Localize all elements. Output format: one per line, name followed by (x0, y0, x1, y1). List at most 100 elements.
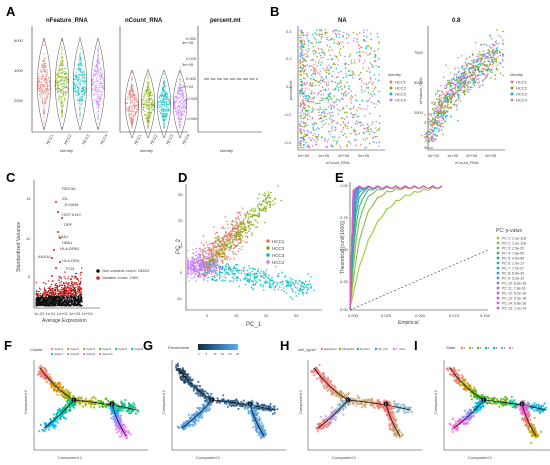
violin-point (64, 97, 66, 99)
scatter-point (487, 60, 490, 62)
violin-point (129, 116, 131, 118)
violin-point (179, 72, 181, 74)
scatter-point (307, 34, 309, 36)
scatter-point (350, 62, 353, 64)
violin-point (147, 75, 149, 77)
violin-point (147, 93, 149, 95)
scatter-point (378, 129, 380, 131)
scatter-point (450, 72, 452, 74)
violin-point (128, 90, 130, 92)
scatter-point (339, 146, 342, 149)
violin-point (85, 90, 87, 92)
violin-point (65, 86, 67, 89)
violin-point (100, 74, 102, 76)
violin-point (82, 84, 84, 86)
violin-point (84, 77, 86, 79)
scatter-point (367, 99, 370, 102)
nonvariable-gene-point (54, 300, 56, 303)
violin-point (150, 106, 152, 108)
variable-gene-point (77, 292, 80, 294)
scatter-point (353, 138, 356, 141)
scatter-point (440, 129, 443, 131)
violin-point (134, 112, 136, 115)
scatter-point (429, 133, 432, 135)
violin-point (135, 98, 137, 100)
scatter-point (316, 136, 318, 139)
violin-point (75, 82, 77, 84)
scatter-point (454, 67, 456, 70)
scatter-point (301, 108, 304, 110)
violin-point (63, 86, 65, 88)
scatter-point (430, 115, 433, 117)
violin-point (40, 91, 43, 93)
scatter-point (350, 90, 353, 92)
violin-point (148, 98, 150, 100)
violin-point (41, 65, 43, 67)
violin-point (61, 62, 63, 64)
violin-point (130, 103, 132, 105)
scatter-point (444, 107, 447, 109)
scatter-point (373, 50, 376, 52)
scatter-point (314, 72, 317, 74)
scatter-point (369, 112, 371, 115)
violin-point (63, 63, 65, 65)
violin-point (175, 113, 178, 115)
violin-point (97, 96, 99, 98)
violin-point (83, 86, 85, 88)
scatter-point (432, 117, 434, 119)
scatter-point (373, 102, 375, 105)
scatter-point (486, 55, 488, 58)
violin-point (81, 89, 83, 92)
scatter-point (302, 67, 304, 70)
scatter-point (475, 65, 478, 68)
violin1-ytick: 2000 (14, 98, 24, 103)
scatter-point (342, 126, 345, 128)
violin-point (162, 107, 164, 109)
violin-point (130, 99, 132, 101)
violin-point (143, 103, 145, 105)
violin-point (181, 113, 183, 116)
violin-point (100, 67, 102, 69)
violin-point (168, 98, 171, 100)
violin-point (133, 92, 135, 94)
violin-point (61, 114, 63, 116)
scatter-point (340, 93, 343, 95)
scatter-point (463, 87, 466, 89)
scatter-point (349, 53, 352, 56)
scatter-point (458, 77, 460, 79)
scatter-point (488, 53, 491, 56)
scatter-point (475, 61, 478, 63)
variable-gene-point (61, 291, 63, 293)
violin-point (147, 73, 149, 76)
scatter-point (368, 125, 370, 127)
scatter-point (464, 62, 467, 64)
violin-point (76, 89, 78, 91)
violin-point (58, 81, 60, 83)
violin-point (56, 90, 59, 92)
scatter-point (441, 91, 444, 93)
scatter-point (312, 59, 315, 61)
scatter-point (299, 105, 302, 108)
violin-point (167, 108, 169, 110)
scatter-point (370, 101, 373, 103)
scatter-point (457, 67, 460, 69)
scatter-point (359, 46, 362, 48)
violin-point (77, 91, 79, 93)
violin-point (162, 103, 164, 105)
violin-point (164, 118, 166, 120)
violin-point (183, 110, 185, 112)
scatter-point (480, 74, 483, 76)
nonvariable-gene-point (81, 299, 83, 301)
scatter-point (352, 32, 355, 34)
violin-point (132, 117, 134, 119)
scatter-point (302, 146, 305, 149)
scatter-point (457, 99, 460, 101)
scatter-point (358, 121, 360, 124)
violin-point (97, 90, 99, 92)
violin-point (55, 88, 58, 90)
scatter-point (305, 34, 308, 37)
scatter-point (480, 63, 482, 65)
violin-point (136, 111, 138, 113)
scatter-point (350, 112, 353, 114)
violin-point (178, 114, 180, 116)
